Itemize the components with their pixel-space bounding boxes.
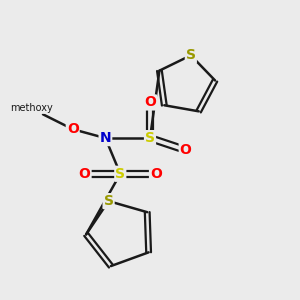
Text: S: S	[186, 48, 196, 62]
Text: O: O	[79, 167, 91, 181]
Text: S: S	[145, 131, 155, 145]
Text: S: S	[115, 167, 125, 181]
Text: N: N	[100, 131, 111, 145]
Text: O: O	[144, 95, 156, 110]
Text: O: O	[67, 122, 79, 136]
Text: O: O	[150, 167, 162, 181]
Text: O: O	[180, 143, 192, 157]
Text: methoxy: methoxy	[10, 103, 52, 113]
Text: S: S	[103, 194, 114, 208]
